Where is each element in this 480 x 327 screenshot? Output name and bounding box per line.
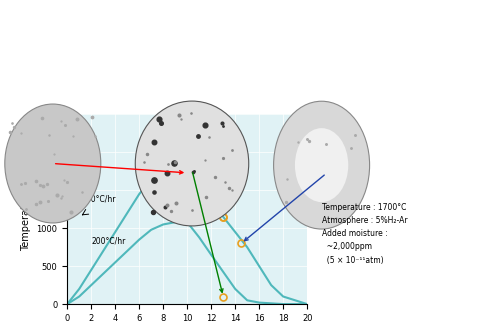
Ellipse shape [295, 128, 348, 202]
Text: 1700°C × 3hr then stop humi.: 1700°C × 3hr then stop humi. [12, 36, 113, 43]
Text: Cooling : 400°C/hr: Cooling : 400°C/hr [160, 63, 222, 70]
Ellipse shape [5, 104, 101, 223]
Text: Humidity all during sintering: Humidity all during sintering [160, 14, 285, 23]
Text: 400°C/hr: 400°C/hr [82, 195, 116, 204]
Text: Heating: 400→200°C/hr: Heating: 400→200°C/hr [12, 56, 91, 63]
Text: Heating :  400→200°C/hr: Heating : 400→200°C/hr [298, 43, 380, 50]
Text: Cooling: 200°C/hr: Cooling: 200°C/hr [12, 76, 72, 83]
Ellipse shape [135, 101, 249, 226]
Y-axis label: Temperature (°C): Temperature (°C) [21, 167, 31, 251]
Text: Humidity from sintering start: Humidity from sintering start [12, 14, 139, 23]
Text: Stop humidity When cooled to 800°C: Stop humidity When cooled to 800°C [298, 14, 456, 23]
Text: Temperature : 1700°C
Atmosphere : 5%H₂-Ar
Added moisture :
  ~2,000ppm
  (5 × 10: Temperature : 1700°C Atmosphere : 5%H₂-A… [322, 203, 407, 265]
Text: 200°C/hr: 200°C/hr [91, 236, 126, 246]
Ellipse shape [274, 101, 370, 229]
Text: Heating : 400→200°C/hr: Heating : 400→200°C/hr [160, 43, 241, 50]
Text: Cooling :  200°C/hr: Cooling : 200°C/hr [298, 63, 361, 70]
